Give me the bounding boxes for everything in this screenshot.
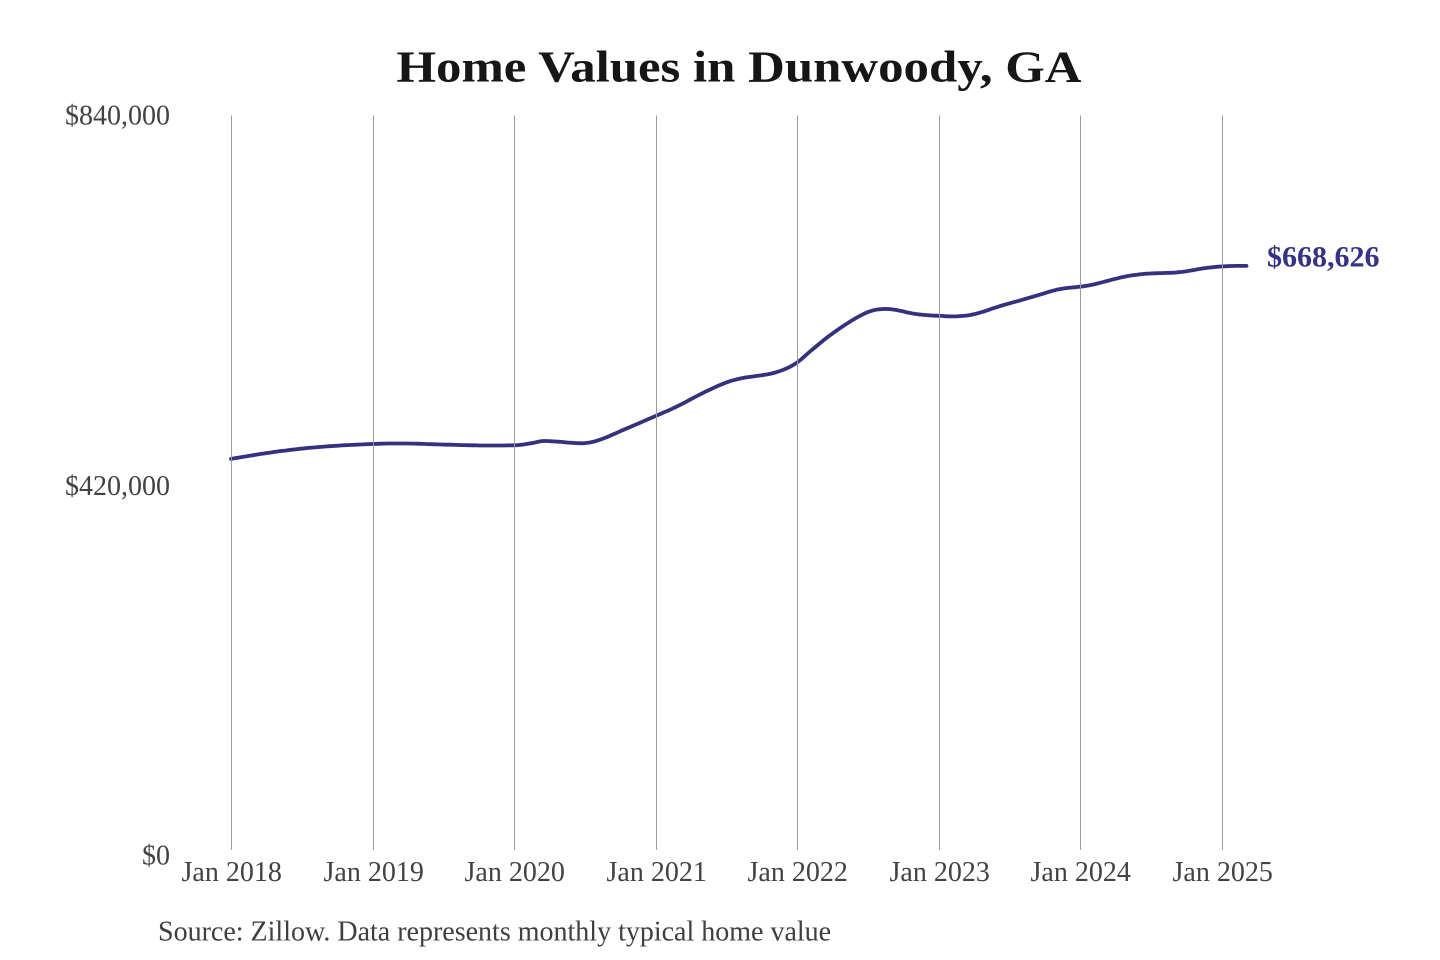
svg-text:Source: Zillow. Data represent: Source: Zillow. Data represents monthly … — [158, 917, 831, 948]
svg-text:Jan 2018: Jan 2018 — [182, 857, 282, 888]
svg-text:$840,000: $840,000 — [65, 100, 170, 131]
svg-text:Jan 2025: Jan 2025 — [1173, 857, 1273, 888]
svg-text:Jan 2019: Jan 2019 — [324, 857, 424, 888]
svg-text:Jan 2021: Jan 2021 — [607, 857, 707, 888]
svg-text:Home Values in Dunwoody, GA: Home Values in Dunwoody, GA — [397, 43, 1082, 92]
svg-text:Jan 2022: Jan 2022 — [748, 857, 848, 888]
svg-text:$420,000: $420,000 — [65, 471, 170, 502]
svg-text:$0: $0 — [142, 841, 170, 872]
svg-text:Jan 2023: Jan 2023 — [890, 857, 990, 888]
svg-text:$668,626: $668,626 — [1267, 241, 1380, 274]
svg-text:Jan 2020: Jan 2020 — [465, 857, 565, 888]
svg-text:Jan 2024: Jan 2024 — [1031, 857, 1131, 888]
